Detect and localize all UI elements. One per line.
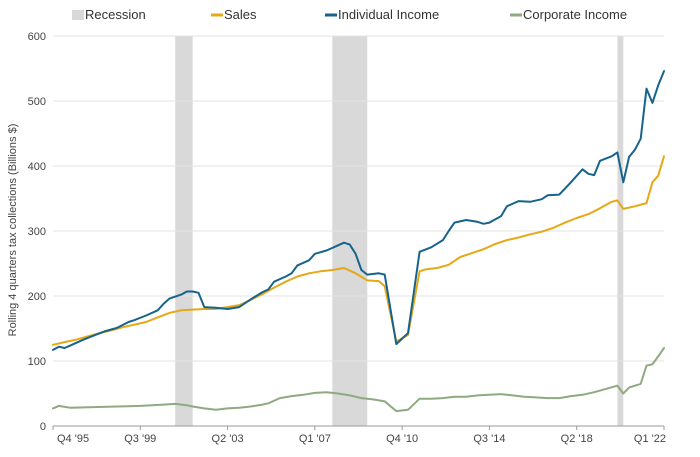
y-tick-label-200: 200 [28, 291, 46, 303]
y-tick-label-100: 100 [28, 356, 46, 368]
y-tick-label-400: 400 [28, 161, 46, 173]
x-tick-label-2: Q3 '99 [124, 433, 156, 445]
x-tick-label-5: Q4 '10 [386, 433, 418, 445]
legend-label: Corporate Income [523, 7, 627, 22]
legend-item-recession[interactable]: Recession [72, 7, 146, 22]
x-tick-label-7: Q2 '18 [561, 433, 593, 445]
y-tick-label-500: 500 [28, 96, 46, 108]
series-line-corporate-income [52, 347, 665, 413]
x-tick-label-6: Q3 '14 [473, 433, 505, 445]
x-tick-label-3: Q2 '03 [212, 433, 244, 445]
legend-label: Recession [85, 7, 146, 22]
legend-item-individual-income[interactable]: Individual Income [325, 7, 439, 22]
y-tick-label-300: 300 [28, 226, 46, 238]
legend[interactable]: Recession Sales Individual Income Corporate… [72, 7, 627, 22]
legend-label: Sales [224, 7, 257, 22]
x-tick-label-1: Q4 '95 [57, 433, 89, 445]
x-tick-label-4: Q1 '07 [299, 433, 331, 445]
y-axis: 0 100 200 300 400 500 600 [28, 31, 46, 433]
legend-item-corporate-income[interactable]: Corporate Income [510, 7, 627, 22]
y-tick-label-600: 600 [28, 31, 46, 43]
x-tick-label-8: Q1 '22 [634, 433, 666, 445]
legend-swatch [72, 10, 84, 20]
series-line-sales [52, 155, 665, 346]
gridlines [53, 35, 664, 427]
y-tick-label-0: 0 [40, 421, 46, 433]
x-axis: Q4 '95 Q3 '99 Q2 '03 Q1 '07 Q4 '10 Q3 '14 Q2 '… [52, 426, 666, 445]
y-axis-label: Rolling 4 quarters tax collections (Bill… [7, 124, 19, 337]
legend-item-sales[interactable]: Sales [211, 7, 257, 22]
series-line-individual-income [52, 70, 665, 351]
series-lines [52, 70, 665, 413]
legend-label: Individual Income [338, 7, 439, 22]
